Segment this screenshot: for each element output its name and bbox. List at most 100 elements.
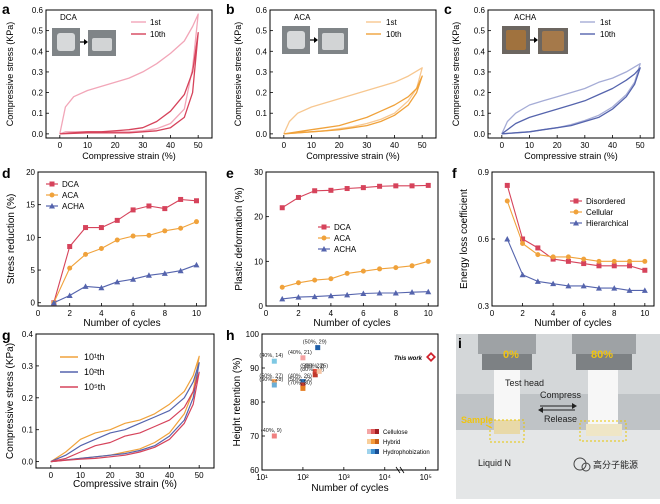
series-line xyxy=(283,67,423,135)
data-point xyxy=(550,280,557,287)
sample-highlight-right xyxy=(579,420,627,442)
plot-frame xyxy=(487,9,655,139)
data-point xyxy=(328,187,334,193)
wechat-icon-small xyxy=(581,462,591,472)
arrow-head-icon xyxy=(84,39,88,45)
x-tick-label: 0 xyxy=(36,309,41,318)
panel-letter: h xyxy=(226,327,235,343)
data-label: (80%, 24) xyxy=(300,367,324,373)
series-line xyxy=(506,185,645,271)
sample-photo-before-foam xyxy=(506,30,526,50)
x-tick-label: 10 xyxy=(192,309,201,318)
data-point xyxy=(611,263,617,269)
series-line xyxy=(282,291,429,300)
legend-label: DCA xyxy=(62,180,80,189)
legend-swatch xyxy=(375,449,379,454)
x-tick-label: 10¹ xyxy=(256,473,268,482)
data-point xyxy=(565,254,571,260)
data-point xyxy=(130,207,136,213)
data-point xyxy=(271,433,277,439)
y-tick-label: 0 xyxy=(31,299,36,308)
data-point xyxy=(596,258,602,264)
data-point xyxy=(114,237,120,243)
y-tick-label: 30 xyxy=(254,168,263,177)
data-point xyxy=(279,284,285,290)
data-point xyxy=(627,258,633,264)
this-work-marker xyxy=(426,352,436,362)
data-point xyxy=(145,272,152,278)
panel-g: g 0 10 20 30 40 50 0.0 0.1 0.2 0.3 0.4 10¹th 10²th… xyxy=(2,327,215,490)
sample-left xyxy=(494,420,520,434)
data-point xyxy=(312,368,318,374)
plot-frame xyxy=(35,333,215,469)
y-tick-label: 0.0 xyxy=(22,458,34,467)
data-point xyxy=(581,261,587,267)
x-tick-label: 4 xyxy=(551,309,556,318)
sample-photo-after-foam xyxy=(542,31,564,51)
release-label: Release xyxy=(544,414,577,424)
legend-swatch xyxy=(371,449,375,454)
legend-marker xyxy=(573,209,579,215)
panel-e: e 0 2 4 6 8 10 0 10 20 30 DCA ACA ACHA Number of … xyxy=(226,165,439,329)
x-tick-label: 6 xyxy=(581,309,586,318)
data-point xyxy=(271,379,277,385)
x-tick-label: 0 xyxy=(264,309,269,318)
y-tick-label: 0.3 xyxy=(474,68,486,77)
data-point xyxy=(519,271,526,278)
data-point xyxy=(315,345,321,351)
data-point xyxy=(67,244,73,250)
data-point xyxy=(581,256,587,262)
x-tick-label: 6 xyxy=(131,309,136,318)
y-axis-label: Compressive stress (KPa) xyxy=(5,343,16,459)
x-axis-label: Number of cycles xyxy=(311,483,388,494)
y-tick-label: 0.0 xyxy=(32,130,44,139)
legend-label: Disordered xyxy=(586,197,625,206)
y-tick-label: 70 xyxy=(250,432,259,441)
legend-label: DCA xyxy=(334,223,352,232)
panel-b: b 0 10 20 30 40 50 0.0 0.1 0.2 0.3 0.4 0.5 0.6 ACA 1… xyxy=(226,1,437,161)
x-axis-label: Number of cycles xyxy=(313,318,390,329)
y-tick-label: 0.6 xyxy=(32,6,44,15)
y-tick-label: 0.6 xyxy=(256,6,268,15)
data-point xyxy=(162,206,168,212)
sample-photo-after-foam xyxy=(92,38,112,51)
y-tick-label: 0.1 xyxy=(32,109,44,118)
data-point xyxy=(316,368,322,374)
data-label: (60%, 25) xyxy=(304,363,328,369)
legend-hydrophobization: Hydrophobization xyxy=(367,449,430,456)
data-point xyxy=(146,203,152,209)
y-tick-label: 0.5 xyxy=(256,27,268,36)
data-point xyxy=(377,183,383,189)
x-tick-label: 40 xyxy=(390,141,399,150)
panel-letter: c xyxy=(444,1,452,17)
panel-letter: g xyxy=(2,327,11,343)
data-point xyxy=(344,186,350,192)
data-point xyxy=(161,270,168,276)
y-tick-label: 0.0 xyxy=(256,130,268,139)
data-label: (50%, 27) xyxy=(259,374,283,380)
legend-swatch xyxy=(371,439,375,444)
data-point xyxy=(642,267,648,273)
plot-frame xyxy=(265,171,439,307)
data-point xyxy=(328,276,334,282)
compress-label: Compress xyxy=(540,390,582,400)
x-tick-label: 10² xyxy=(297,473,309,482)
data-point xyxy=(271,382,277,388)
data-point xyxy=(550,254,556,260)
data-point xyxy=(520,236,526,242)
panel-d: d 0 2 4 6 8 10 0 5 10 15 20 DCA ACA ACHA Number of… xyxy=(2,165,207,329)
x-tick-label: 20 xyxy=(553,141,562,150)
data-point xyxy=(177,267,184,274)
panel-letter: b xyxy=(226,1,235,17)
data-point xyxy=(178,225,184,231)
data-point xyxy=(312,277,318,283)
data-point xyxy=(595,285,602,291)
legend-swatch xyxy=(371,429,375,434)
data-point xyxy=(626,287,633,293)
test-head-right-base xyxy=(576,354,632,370)
data-point xyxy=(504,182,510,188)
data-point xyxy=(611,258,617,264)
legend-label: Hybrid xyxy=(383,440,400,446)
x-axis-label: Compressive strain (%) xyxy=(82,151,176,161)
